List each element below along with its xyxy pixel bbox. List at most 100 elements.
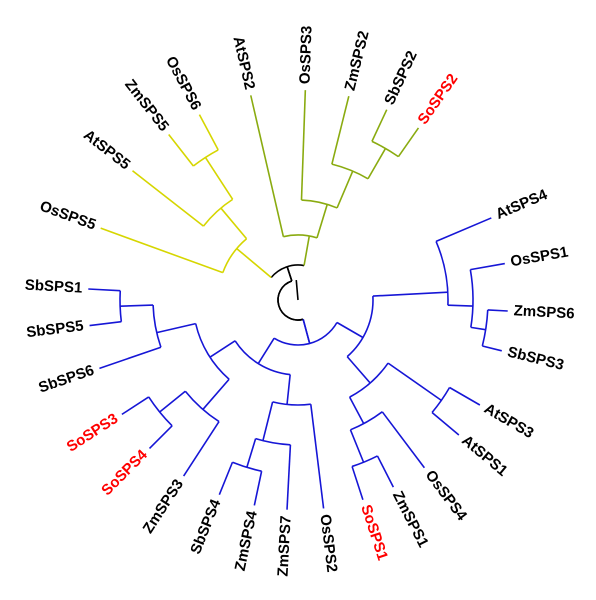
tree-branch bbox=[377, 456, 393, 487]
tree-branch bbox=[296, 280, 298, 300]
tree-branch bbox=[287, 267, 292, 281]
tree-branch bbox=[205, 157, 232, 199]
tree-branch bbox=[203, 199, 232, 226]
leaf-label-ZmSPS6: ZmSPS6 bbox=[513, 302, 575, 322]
leaf-label-AtSPS1: AtSPS1 bbox=[458, 432, 510, 480]
tree-branch bbox=[90, 322, 122, 326]
tree-branch bbox=[436, 218, 491, 241]
leaf-label-SbSPS6: SbSPS6 bbox=[36, 362, 96, 397]
tree-branch bbox=[88, 289, 120, 291]
tree-branch bbox=[398, 128, 418, 157]
tree-branch bbox=[337, 171, 353, 208]
tree-branch bbox=[350, 430, 363, 462]
tree-branch bbox=[223, 239, 247, 273]
tree-branch bbox=[332, 96, 349, 164]
tree-branch bbox=[133, 171, 204, 226]
tree-branch bbox=[388, 363, 441, 400]
tree-branch bbox=[368, 148, 386, 178]
tree-branch bbox=[101, 228, 223, 272]
tree-branch bbox=[301, 200, 337, 208]
leaf-label-OsSPS2: OsSPS2 bbox=[316, 513, 340, 573]
tree-branch bbox=[347, 296, 373, 357]
leaf-label-OsSPS5: OsSPS5 bbox=[37, 198, 98, 234]
tree-branch bbox=[482, 310, 487, 346]
tree-branch bbox=[210, 341, 235, 357]
tree-branch bbox=[199, 115, 218, 150]
tree-branch bbox=[237, 249, 271, 278]
tree-branch bbox=[350, 412, 382, 430]
tree-branch bbox=[122, 397, 149, 414]
leaf-label-SbSPS2: SbSPS2 bbox=[381, 48, 421, 107]
tree-branch bbox=[450, 388, 480, 406]
tree-branch bbox=[352, 466, 363, 499]
tree-branch bbox=[350, 363, 388, 397]
tree-branch bbox=[157, 324, 196, 333]
tree-branch bbox=[337, 323, 363, 338]
tree-branch bbox=[352, 456, 377, 467]
tree-branch bbox=[432, 412, 459, 434]
tree-branch bbox=[278, 281, 303, 320]
leaf-label-OsSPS4: OsSPS4 bbox=[422, 467, 471, 524]
leaf-label-AtSPS4: AtSPS4 bbox=[493, 186, 550, 223]
tree-branch bbox=[99, 347, 160, 368]
tree-branch bbox=[287, 445, 290, 510]
leaf-label-OsSPS6: OsSPS6 bbox=[162, 54, 204, 114]
leaf-label-AtSPS5: AtSPS5 bbox=[80, 127, 133, 174]
tree-branch bbox=[470, 270, 473, 328]
tree-branch bbox=[196, 324, 229, 380]
tree-branch bbox=[256, 439, 291, 445]
tree-branch bbox=[283, 235, 317, 238]
tree-branch bbox=[347, 357, 370, 383]
tree-branch bbox=[160, 391, 186, 412]
leaf-label-SbSPS1: SbSPS1 bbox=[24, 277, 82, 297]
tree-branch bbox=[232, 462, 261, 471]
leaf-label-ZmSPS3: ZmSPS3 bbox=[140, 476, 187, 536]
tree-branch bbox=[304, 236, 309, 266]
tree-branch bbox=[203, 379, 229, 409]
leaf-label-SoSPS2: SoSPS2 bbox=[414, 71, 461, 128]
tree-branch bbox=[382, 412, 424, 468]
tree-branch bbox=[303, 319, 309, 343]
tree-branch bbox=[436, 241, 448, 305]
leaf-label-SoSPS3: SoSPS3 bbox=[64, 410, 122, 456]
tree-branch bbox=[169, 135, 194, 167]
tree-branch bbox=[251, 95, 284, 236]
tree-branch bbox=[287, 375, 290, 405]
tree-branch bbox=[311, 404, 324, 508]
leaf-label-ZmSPS5: ZmSPS5 bbox=[121, 76, 172, 134]
leaf-label-SbSPS3: SbSPS3 bbox=[506, 343, 566, 373]
leaf-label-SoSPS1: SoSPS1 bbox=[357, 503, 391, 563]
tree-branch bbox=[193, 150, 218, 166]
tree-branch bbox=[153, 305, 161, 347]
leaf-label-ZmSPS1: ZmSPS1 bbox=[389, 488, 432, 550]
tree-branch bbox=[219, 462, 232, 494]
tree-branch bbox=[278, 281, 303, 320]
tree-branch bbox=[372, 141, 398, 156]
leaf-label-ZmSPS2: ZmSPS2 bbox=[341, 29, 372, 92]
tree-branch bbox=[470, 264, 504, 270]
leaf-label-SbSPS5: SbSPS5 bbox=[25, 317, 84, 341]
tree-branch bbox=[482, 346, 501, 351]
tree-branch bbox=[432, 388, 449, 413]
leaf-label-OsSPS3: OsSPS3 bbox=[297, 25, 316, 84]
tree-branch bbox=[350, 397, 364, 423]
leaf-label-OsSPS1: OsSPS1 bbox=[509, 243, 569, 270]
tree-branch bbox=[247, 439, 256, 468]
tree-branch bbox=[372, 110, 387, 142]
phylogenetic-tree: SoSPS2SbSPS2ZmSPS2OsSPS3AtSPS2OsSPS6ZmSP… bbox=[0, 0, 596, 600]
leaf-label-AtSPS3: AtSPS3 bbox=[481, 400, 536, 442]
leaf-label-SoSPS4: SoSPS4 bbox=[98, 446, 151, 499]
tree-branch bbox=[120, 305, 153, 306]
tree-branch bbox=[184, 422, 219, 477]
leaf-label-SbSPS4: SbSPS4 bbox=[187, 496, 225, 556]
leaf-label-AtSPS2: AtSPS2 bbox=[229, 35, 258, 92]
tree-branch bbox=[471, 327, 486, 329]
tree-branch bbox=[263, 402, 273, 441]
tree-branch bbox=[448, 305, 473, 306]
tree-branch bbox=[150, 426, 173, 449]
tree-branch bbox=[301, 90, 305, 200]
tree-branch bbox=[258, 338, 274, 363]
tree-branch bbox=[373, 292, 448, 296]
leaf-label-ZmSPS7: ZmSPS7 bbox=[274, 515, 294, 577]
tree-branch bbox=[273, 402, 311, 405]
